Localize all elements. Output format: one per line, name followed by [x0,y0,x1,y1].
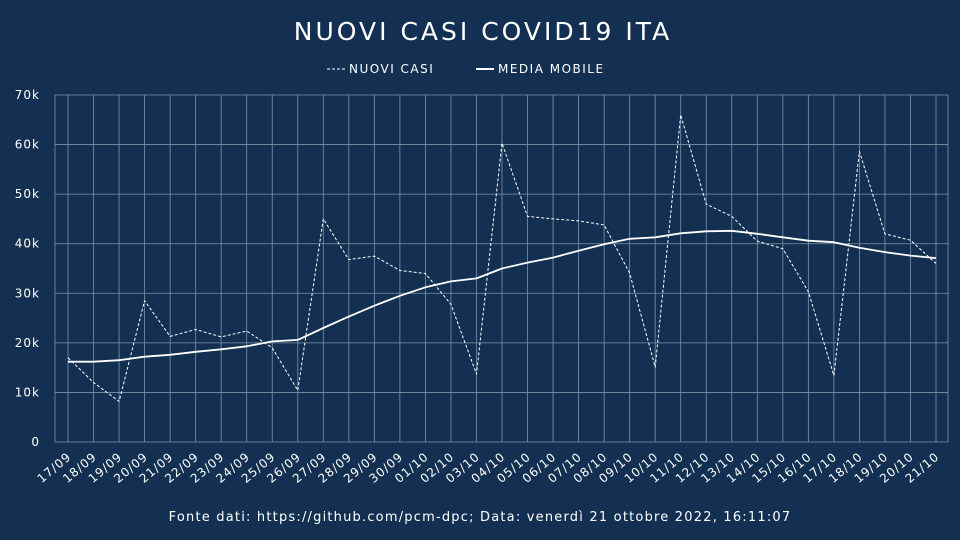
y-tick-label: 60k [15,138,40,152]
y-tick-label: 10k [15,385,40,399]
x-axis-ticks: 17/0918/0919/0920/0921/0922/0923/0924/09… [35,450,942,486]
y-axis-ticks: 0 10k 20k 30k 40k 50k 60k 70k [15,88,40,449]
legend: NUOVI CASI MEDIA MOBILE [327,62,605,76]
series-line-media-mobile [68,229,937,363]
grid [54,94,949,443]
legend-label-media-mobile: MEDIA MOBILE [498,62,605,76]
chart-title: NUOVI CASI COVID19 ITA [294,17,672,46]
series-lines [67,114,937,402]
source-footer: Fonte dati: https://github.com/pcm-dpc; … [169,510,792,525]
y-tick-label: 50k [15,187,40,201]
y-tick-label: 30k [15,286,40,300]
y-tick-label: 20k [15,336,40,350]
legend-label-nuovi-casi: NUOVI CASI [349,62,434,76]
y-tick-label: 40k [15,237,40,251]
y-tick-label: 0 [31,435,40,449]
y-tick-label: 70k [15,88,40,102]
